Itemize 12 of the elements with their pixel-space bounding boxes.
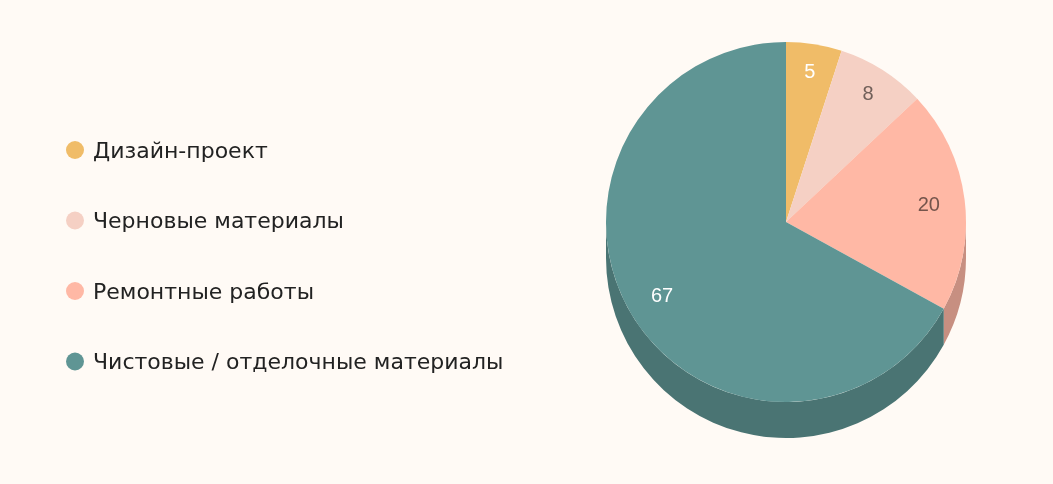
pie-slice — [786, 42, 842, 222]
legend-label: Чистовые / отделочные материалы — [93, 349, 504, 375]
data-label: 20 — [917, 192, 940, 215]
pie-slice — [606, 42, 944, 402]
pie-slice — [786, 50, 918, 222]
legend-label: Дизайн-проект — [93, 137, 268, 163]
pie-slice — [786, 98, 966, 309]
data-label: 5 — [804, 59, 816, 82]
data-label: 67 — [650, 284, 674, 307]
data-label: 8 — [862, 81, 874, 104]
legend-label: Ремонтные работы — [93, 278, 314, 304]
legend-label: Черновые материалы — [93, 208, 344, 234]
